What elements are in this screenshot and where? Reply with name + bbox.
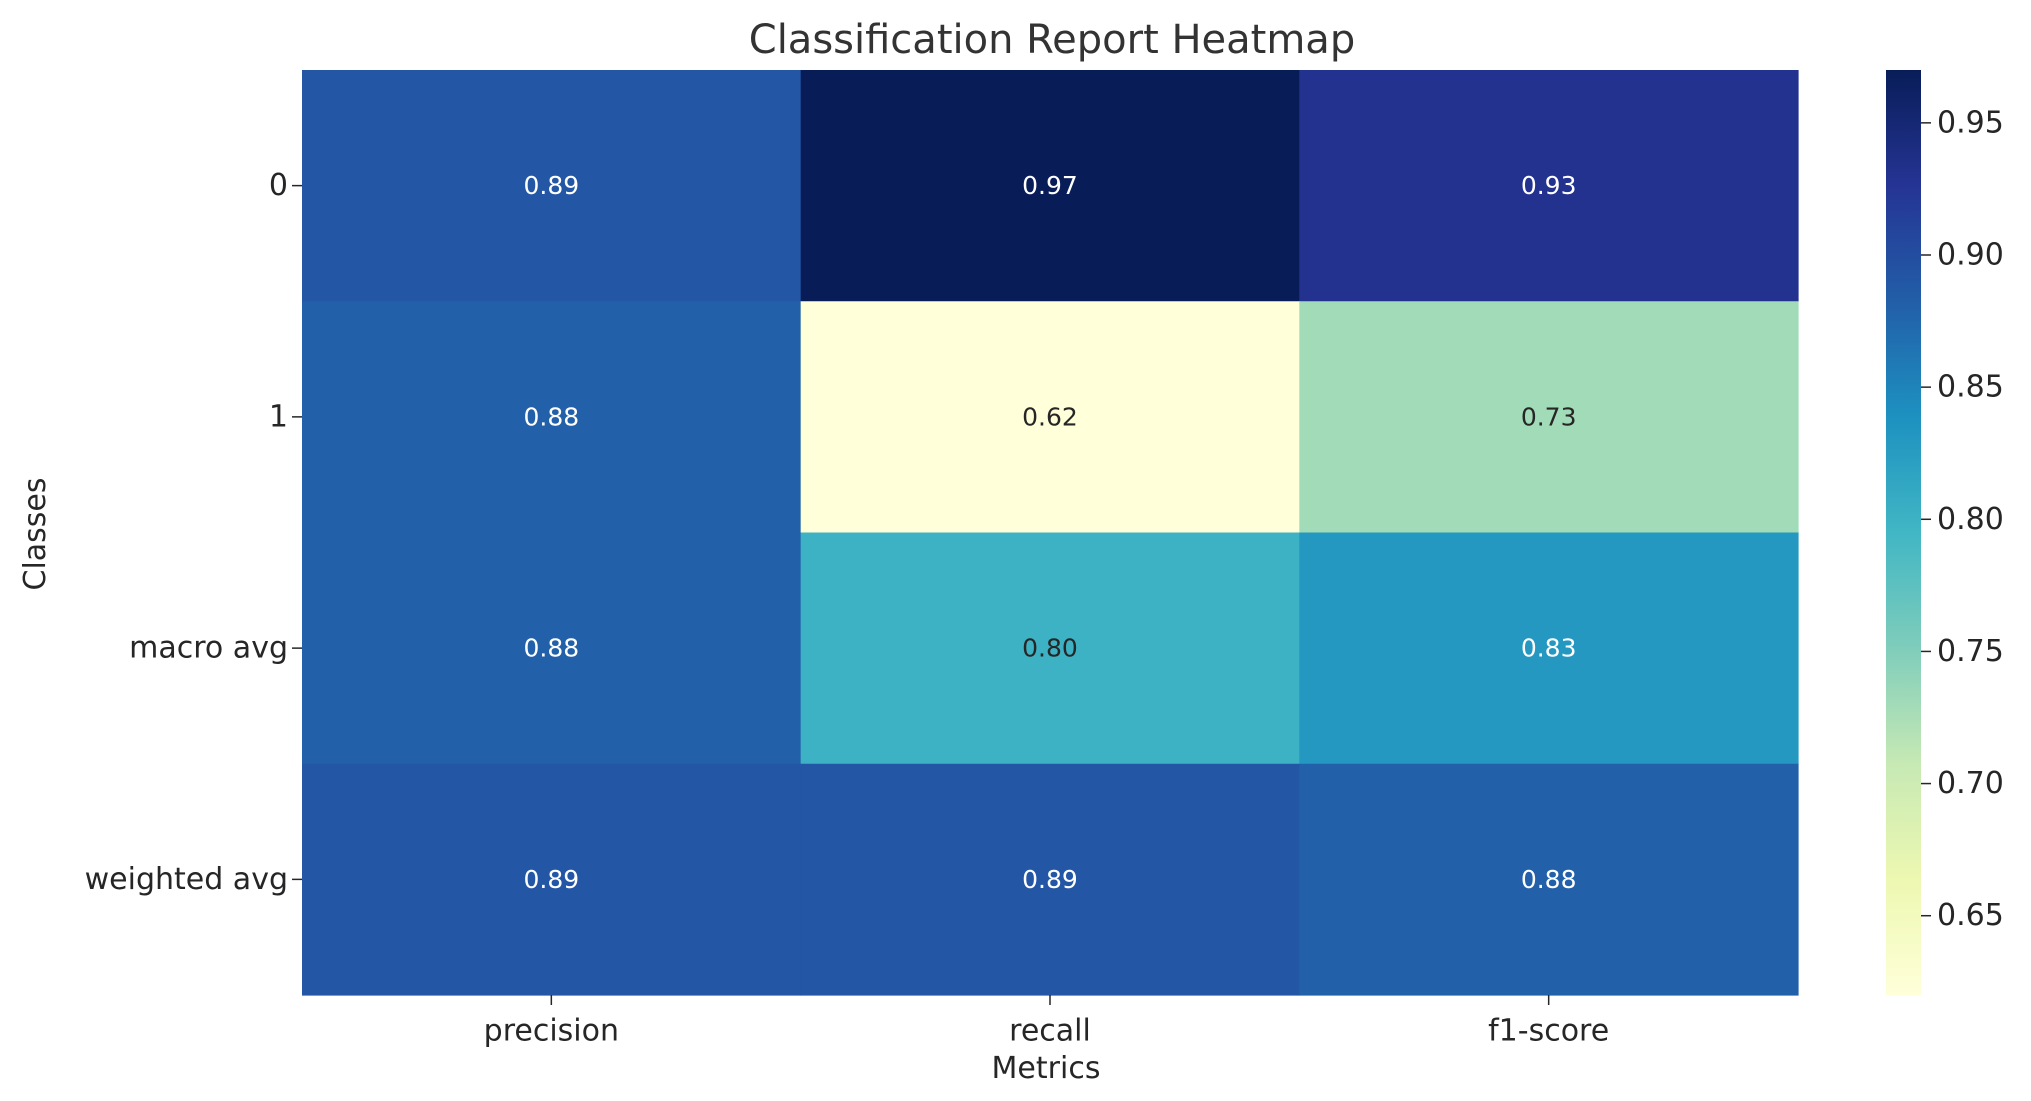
cell-value-label: 0.89: [523, 171, 579, 200]
x-axis-label: Metrics: [992, 1051, 1101, 1086]
x-tick-label: recall: [1009, 1014, 1091, 1049]
colorbar-tick-label: 0.85: [1937, 370, 2004, 405]
chart-title: Classification Report Heatmap: [749, 17, 1355, 63]
cell-value-label: 0.97: [1022, 171, 1078, 200]
cell-value-label: 0.62: [1022, 402, 1078, 431]
cell-value-label: 0.89: [1022, 865, 1078, 894]
y-axis-label: Classes: [18, 477, 53, 590]
x-tick-label: precision: [484, 1014, 619, 1049]
y-tick-label: 1: [269, 399, 288, 434]
heatmap-cell: [302, 301, 802, 534]
heatmap-cell: [1299, 763, 1799, 996]
heatmap-cell-labels: 0.89 0.97 0.93 0.88 0.62 0.73 0.88 0.80 0.83 0.89…: [523, 171, 1576, 894]
cell-value-label: 0.88: [523, 634, 579, 663]
heatmap-cell: [1299, 70, 1799, 302]
heatmap-cell: [800, 70, 1300, 302]
heatmap-cell: [800, 532, 1300, 765]
heatmap-cell: [1299, 301, 1799, 534]
cell-value-label: 0.80: [1022, 634, 1078, 663]
heatmap-cells: [302, 70, 1799, 996]
colorbar-gradient: [1886, 70, 1921, 995]
heatmap-cell: [302, 532, 802, 765]
heatmap-cell: [1299, 532, 1799, 765]
heatmap-cell: [302, 763, 802, 996]
y-tick-label: macro avg: [129, 631, 288, 666]
cell-value-label: 0.83: [1521, 634, 1577, 663]
y-tick-label: weighted avg: [85, 862, 288, 897]
heatmap-cell: [800, 301, 1300, 534]
colorbar-ticks: 0.65 0.70 0.75 0.80 0.85 0.90 0.95: [1921, 105, 2004, 933]
colorbar-tick-label: 0.90: [1937, 238, 2004, 273]
y-tick-label: 0: [269, 168, 288, 203]
colorbar-tick-label: 0.65: [1937, 898, 2004, 933]
colorbar-tick-label: 0.80: [1937, 502, 2004, 537]
y-axis-ticks: 0 1 macro avg weighted avg: [85, 168, 302, 897]
x-tick-label: f1-score: [1488, 1014, 1609, 1049]
heatmap-cell: [800, 763, 1300, 996]
colorbar: 0.65 0.70 0.75 0.80 0.85 0.90 0.95: [1886, 70, 2004, 995]
x-axis-ticks: precision recall f1-score: [484, 995, 1609, 1049]
cell-value-label: 0.88: [523, 402, 579, 431]
colorbar-tick-label: 0.95: [1937, 105, 2004, 140]
heatmap-cell: [302, 70, 802, 302]
cell-value-label: 0.88: [1521, 865, 1577, 894]
cell-value-label: 0.89: [523, 865, 579, 894]
cell-value-label: 0.73: [1521, 402, 1577, 431]
cell-value-label: 0.93: [1521, 171, 1577, 200]
colorbar-tick-label: 0.70: [1937, 766, 2004, 801]
colorbar-tick-label: 0.75: [1937, 634, 2004, 669]
